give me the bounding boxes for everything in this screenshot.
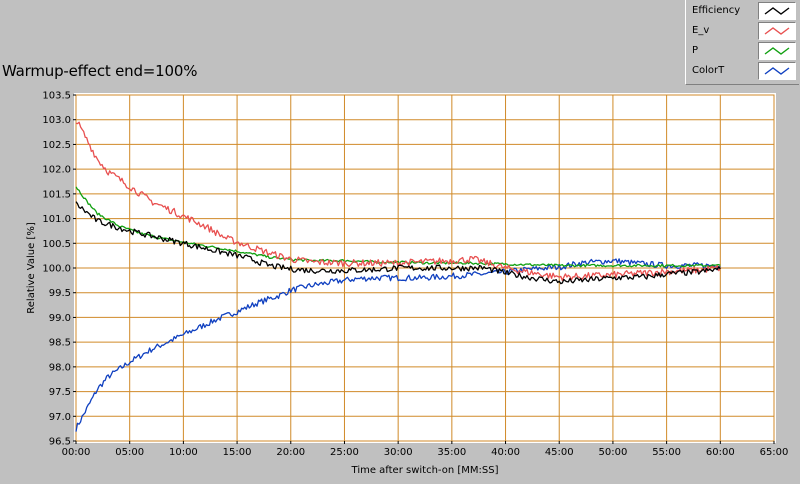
x-tick-label: 35:00 <box>437 447 466 458</box>
x-tick-label: 45:00 <box>545 447 574 458</box>
legend-label-colort: ColorT <box>692 65 725 76</box>
y-tick-label: 102.5 <box>42 140 71 151</box>
x-tick-label: 25:00 <box>330 447 359 458</box>
y-tick-label: 98.0 <box>49 362 71 373</box>
y-tick-label: 96.5 <box>49 437 71 448</box>
legend-item-p: P <box>686 41 799 61</box>
legend-label-p: P <box>692 45 699 56</box>
legend-line-e-v <box>764 27 790 35</box>
y-tick-label: 101.0 <box>42 214 71 225</box>
y-tick-label: 102.0 <box>42 165 71 176</box>
legend-line-efficiency <box>764 7 790 15</box>
y-axis-title: Relative Value [%] <box>26 222 37 314</box>
legend-label-efficiency: Efficiency <box>692 5 741 16</box>
y-tick-label: 99.5 <box>49 288 71 299</box>
y-tick-label: 103.5 <box>42 91 71 102</box>
chart-title: Warmup-effect end=100% <box>2 62 198 80</box>
legend-item-e-v: E_v <box>686 21 799 41</box>
x-axis-title: Time after switch-on [MM:SS] <box>351 465 499 476</box>
y-tick-label: 103.0 <box>42 115 71 126</box>
x-tick-label: 15:00 <box>223 447 252 458</box>
y-tick-label: 97.5 <box>49 387 71 398</box>
x-tick-label: 55:00 <box>652 447 681 458</box>
y-tick-label: 100.5 <box>42 239 71 250</box>
x-tick-label: 00:00 <box>62 447 91 458</box>
x-tick-label: 30:00 <box>384 447 413 458</box>
x-tick-label: 05:00 <box>115 447 144 458</box>
legend-swatch-p <box>758 42 796 60</box>
series-line-colort <box>75 258 721 432</box>
legend-item-colort: ColorT <box>686 61 799 81</box>
x-tick-label: 60:00 <box>706 447 735 458</box>
x-tick-label: 65:00 <box>760 447 789 458</box>
x-tick-label: 10:00 <box>169 447 198 458</box>
legend-line-colort <box>764 67 790 75</box>
legend-item-efficiency: Efficiency <box>686 1 799 21</box>
y-tick-label: 97.0 <box>49 412 71 423</box>
legend-swatch-colort <box>758 62 796 80</box>
y-tick-label: 99.0 <box>49 313 71 324</box>
legend-swatch-e-v <box>758 22 796 40</box>
x-tick-label: 20:00 <box>276 447 305 458</box>
series-line-efficiency <box>75 201 721 285</box>
legend-line-p <box>764 47 790 55</box>
legend: Efficiency E_v P ColorT <box>685 0 799 85</box>
legend-label-e-v: E_v <box>692 25 710 36</box>
x-tick-label: 40:00 <box>491 447 520 458</box>
y-tick-label: 101.5 <box>42 189 71 200</box>
x-tick-label: 50:00 <box>599 447 628 458</box>
legend-swatch-efficiency <box>758 2 796 20</box>
y-tick-label: 100.0 <box>42 264 71 275</box>
y-tick-label: 98.5 <box>49 338 71 349</box>
